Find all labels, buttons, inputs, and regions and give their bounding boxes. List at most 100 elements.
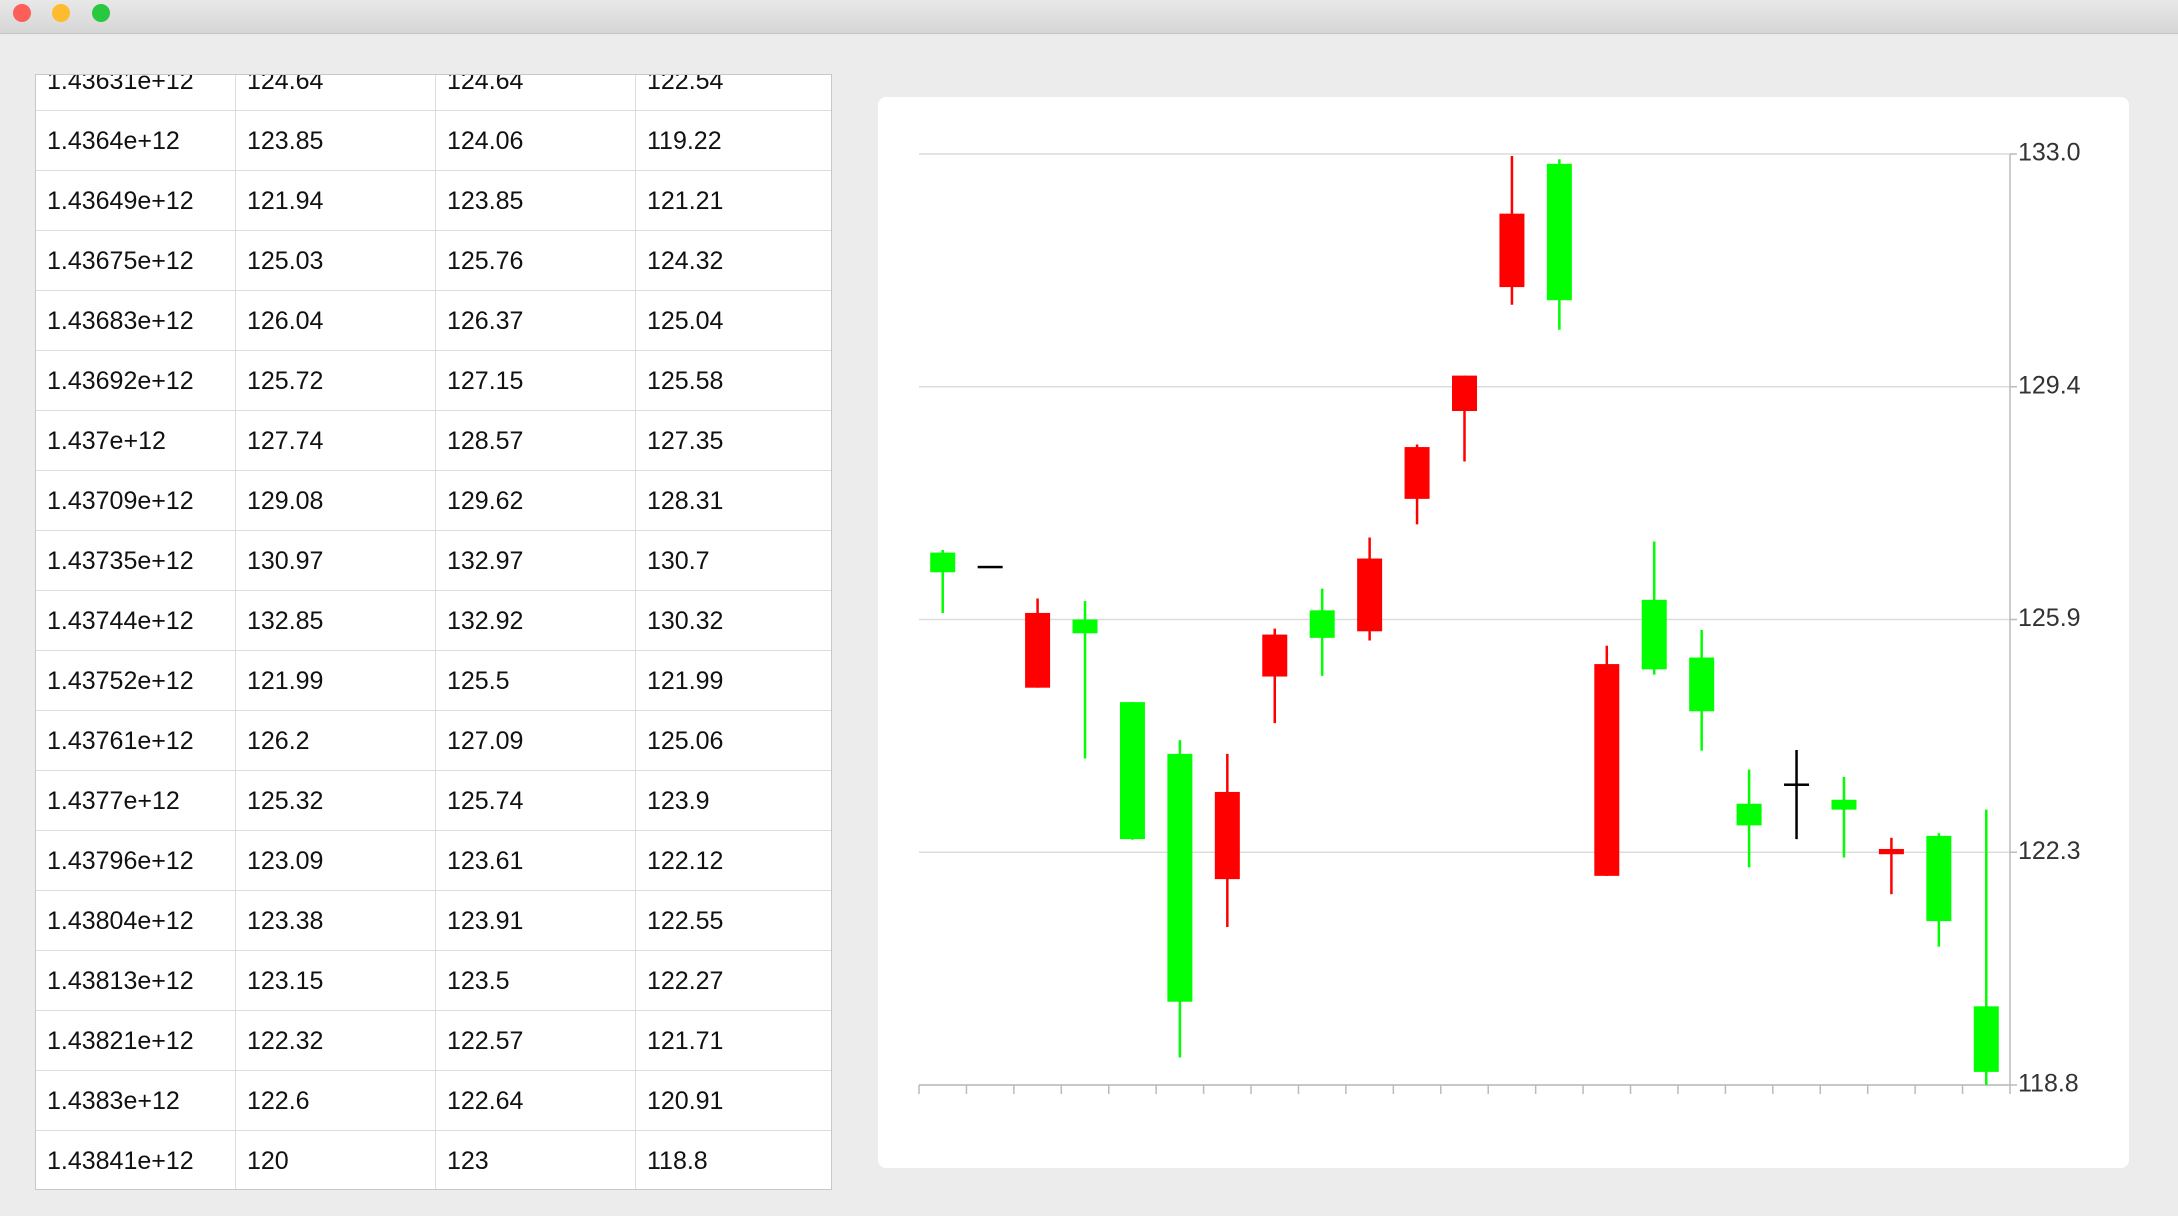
table-row[interactable]: 1.43692e+12 125.72 127.15 125.58 bbox=[36, 351, 831, 411]
table-cell[interactable]: 119.22 bbox=[636, 111, 831, 171]
table-cell[interactable]: 128.31 bbox=[636, 471, 831, 531]
table-cell[interactable]: 1.4377e+12 bbox=[36, 771, 236, 831]
table-cell[interactable]: 124.06 bbox=[436, 111, 636, 171]
table-cell[interactable]: 1.43796e+12 bbox=[36, 831, 236, 891]
table-cell[interactable]: 122.6 bbox=[236, 1071, 436, 1131]
table-row[interactable]: 1.4377e+12 125.32 125.74 123.9 bbox=[36, 771, 831, 831]
table-row[interactable]: 1.43735e+12 130.97 132.97 130.7 bbox=[36, 531, 831, 591]
table-cell[interactable]: 125.72 bbox=[236, 351, 436, 411]
table-row[interactable]: 1.43796e+12 123.09 123.61 122.12 bbox=[36, 831, 831, 891]
table-cell[interactable]: 127.74 bbox=[236, 411, 436, 471]
table-cell[interactable]: 123.85 bbox=[236, 111, 436, 171]
table-cell[interactable]: 123.5 bbox=[436, 951, 636, 1011]
table-cell[interactable]: 1.43631e+12 bbox=[36, 75, 236, 111]
table-cell[interactable]: 123.38 bbox=[236, 891, 436, 951]
table-cell[interactable]: 121.71 bbox=[636, 1011, 831, 1071]
table-cell[interactable]: 1.43649e+12 bbox=[36, 171, 236, 231]
table-cell[interactable]: 1.43744e+12 bbox=[36, 591, 236, 651]
table-cell[interactable]: 125.5 bbox=[436, 651, 636, 711]
table-cell[interactable]: 122.27 bbox=[636, 951, 831, 1011]
table-cell[interactable]: 125.76 bbox=[436, 231, 636, 291]
table-cell[interactable]: 126.37 bbox=[436, 291, 636, 351]
table-cell[interactable]: 125.06 bbox=[636, 711, 831, 771]
table-cell[interactable]: 1.43675e+12 bbox=[36, 231, 236, 291]
table-cell[interactable]: 120 bbox=[236, 1131, 436, 1189]
table-cell[interactable]: 124.64 bbox=[236, 75, 436, 111]
table-cell[interactable]: 123.9 bbox=[636, 771, 831, 831]
table-cell[interactable]: 1.437e+12 bbox=[36, 411, 236, 471]
table-cell[interactable]: 122.54 bbox=[636, 75, 831, 111]
table-row[interactable]: 1.43841e+12 120 123 118.8 bbox=[36, 1131, 831, 1189]
table-cell[interactable]: 128.57 bbox=[436, 411, 636, 471]
candle-body bbox=[1357, 558, 1383, 632]
table-cell[interactable]: 121.99 bbox=[636, 651, 831, 711]
table-cell[interactable]: 125.58 bbox=[636, 351, 831, 411]
table-cell[interactable]: 118.8 bbox=[636, 1131, 831, 1189]
zoom-button[interactable] bbox=[92, 4, 110, 22]
table-cell[interactable]: 132.92 bbox=[436, 591, 636, 651]
table-row[interactable]: 1.43752e+12 121.99 125.5 121.99 bbox=[36, 651, 831, 711]
data-table[interactable]: 1.43631e+12 124.64 124.64 122.54 1.4364e+12 1… bbox=[35, 74, 832, 1190]
table-row[interactable]: 1.43631e+12 124.64 124.64 122.54 bbox=[36, 75, 831, 111]
table-cell[interactable]: 125.04 bbox=[636, 291, 831, 351]
table-cell[interactable]: 127.35 bbox=[636, 411, 831, 471]
table-row[interactable]: 1.43813e+12 123.15 123.5 122.27 bbox=[36, 951, 831, 1011]
table-cell[interactable]: 122.55 bbox=[636, 891, 831, 951]
table-cell[interactable]: 122.57 bbox=[436, 1011, 636, 1071]
table-row[interactable]: 1.43761e+12 126.2 127.09 125.06 bbox=[36, 711, 831, 771]
table-cell[interactable]: 1.43735e+12 bbox=[36, 531, 236, 591]
table-cell[interactable]: 123.61 bbox=[436, 831, 636, 891]
table-cell[interactable]: 123 bbox=[436, 1131, 636, 1189]
table-cell[interactable]: 1.43709e+12 bbox=[36, 471, 236, 531]
table-cell[interactable]: 132.85 bbox=[236, 591, 436, 651]
table-row[interactable]: 1.43683e+12 126.04 126.37 125.04 bbox=[36, 291, 831, 351]
table-cell[interactable]: 123.85 bbox=[436, 171, 636, 231]
table-cell[interactable]: 123.91 bbox=[436, 891, 636, 951]
table-row[interactable]: 1.4383e+12 122.6 122.64 120.91 bbox=[36, 1071, 831, 1131]
table-cell[interactable]: 129.08 bbox=[236, 471, 436, 531]
table-cell[interactable]: 121.99 bbox=[236, 651, 436, 711]
table-cell[interactable]: 125.74 bbox=[436, 771, 636, 831]
table-cell[interactable]: 123.15 bbox=[236, 951, 436, 1011]
table-cell[interactable]: 1.43841e+12 bbox=[36, 1131, 236, 1189]
table-cell[interactable]: 127.15 bbox=[436, 351, 636, 411]
table-cell[interactable]: 122.64 bbox=[436, 1071, 636, 1131]
table-cell[interactable]: 125.32 bbox=[236, 771, 436, 831]
table-cell[interactable]: 1.43692e+12 bbox=[36, 351, 236, 411]
table-cell[interactable]: 126.04 bbox=[236, 291, 436, 351]
table-cell[interactable]: 127.09 bbox=[436, 711, 636, 771]
table-cell[interactable]: 1.43752e+12 bbox=[36, 651, 236, 711]
table-cell[interactable]: 126.2 bbox=[236, 711, 436, 771]
table-cell[interactable]: 125.03 bbox=[236, 231, 436, 291]
table-cell[interactable]: 1.43804e+12 bbox=[36, 891, 236, 951]
table-cell[interactable]: 130.7 bbox=[636, 531, 831, 591]
table-row[interactable]: 1.437e+12 127.74 128.57 127.35 bbox=[36, 411, 831, 471]
table-cell[interactable]: 123.09 bbox=[236, 831, 436, 891]
table-cell[interactable]: 129.62 bbox=[436, 471, 636, 531]
table-cell[interactable]: 124.32 bbox=[636, 231, 831, 291]
table-row[interactable]: 1.43709e+12 129.08 129.62 128.31 bbox=[36, 471, 831, 531]
table-cell[interactable]: 121.21 bbox=[636, 171, 831, 231]
table-cell[interactable]: 132.97 bbox=[436, 531, 636, 591]
table-row[interactable]: 1.43744e+12 132.85 132.92 130.32 bbox=[36, 591, 831, 651]
table-cell[interactable]: 1.43761e+12 bbox=[36, 711, 236, 771]
table-row[interactable]: 1.43649e+12 121.94 123.85 121.21 bbox=[36, 171, 831, 231]
table-row[interactable]: 1.43821e+12 122.32 122.57 121.71 bbox=[36, 1011, 831, 1071]
table-cell[interactable]: 121.94 bbox=[236, 171, 436, 231]
table-cell[interactable]: 122.12 bbox=[636, 831, 831, 891]
table-row[interactable]: 1.43804e+12 123.38 123.91 122.55 bbox=[36, 891, 831, 951]
table-cell[interactable]: 120.91 bbox=[636, 1071, 831, 1131]
table-cell[interactable]: 1.43821e+12 bbox=[36, 1011, 236, 1071]
table-cell[interactable]: 130.97 bbox=[236, 531, 436, 591]
table-row[interactable]: 1.4364e+12 123.85 124.06 119.22 bbox=[36, 111, 831, 171]
table-cell[interactable]: 1.43683e+12 bbox=[36, 291, 236, 351]
close-button[interactable] bbox=[13, 4, 31, 22]
minimize-button[interactable] bbox=[52, 4, 70, 22]
table-cell[interactable]: 1.4364e+12 bbox=[36, 111, 236, 171]
table-cell[interactable]: 122.32 bbox=[236, 1011, 436, 1071]
table-cell[interactable]: 1.4383e+12 bbox=[36, 1071, 236, 1131]
table-cell[interactable]: 130.32 bbox=[636, 591, 831, 651]
table-cell[interactable]: 124.64 bbox=[436, 75, 636, 111]
table-row[interactable]: 1.43675e+12 125.03 125.76 124.32 bbox=[36, 231, 831, 291]
table-cell[interactable]: 1.43813e+12 bbox=[36, 951, 236, 1011]
